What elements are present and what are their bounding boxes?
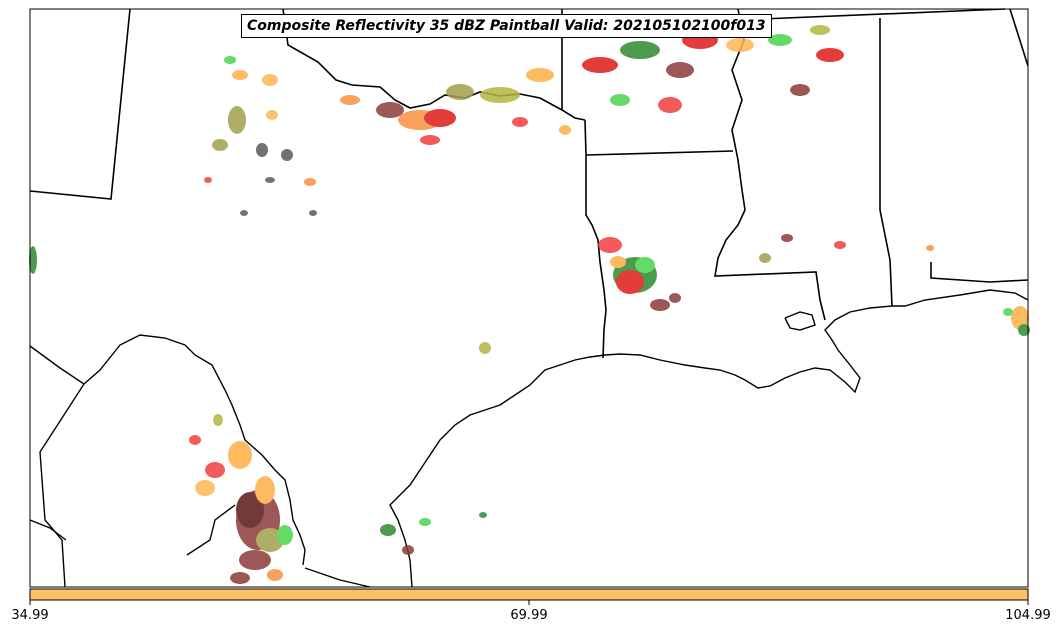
colorbar-tick-label-min: 34.99 [11,608,49,623]
reflectivity-paintballs [29,25,1030,584]
map-outline [29,8,1029,588]
country-border [29,334,371,588]
colorbar-tick-label-mid: 69.99 [510,608,548,623]
map-title: Composite Reflectivity 35 dBZ Paintball … [241,14,772,38]
colorbar-tick-label-max: 104.99 [1005,608,1051,623]
colorbar [29,588,1029,601]
coastline [389,289,1029,588]
